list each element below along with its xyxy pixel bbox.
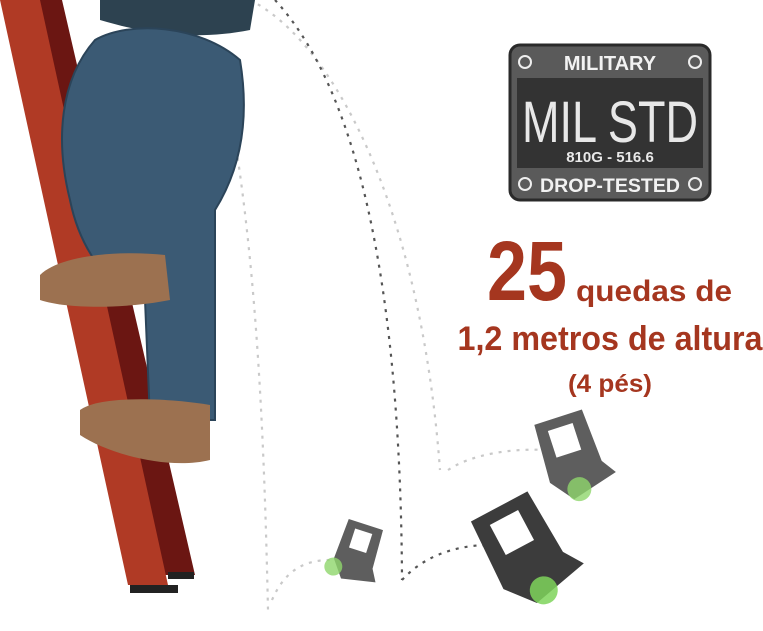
badge-bottom: DROP-TESTED	[540, 176, 680, 197]
page: Drop test html, body { margin: 0; paddin…	[0, 0, 763, 631]
trajectory	[275, 0, 402, 580]
trajectory	[235, 140, 268, 610]
headline-height: 1,2 metros de altura	[458, 320, 763, 358]
device-body	[468, 484, 590, 614]
trajectory	[448, 450, 545, 470]
ladder-foot	[130, 585, 178, 593]
device	[322, 516, 392, 589]
headline-number: 25	[487, 224, 567, 318]
badge-top: MILITARY	[564, 53, 657, 75]
device	[531, 405, 621, 508]
headline-text: quedas de	[576, 275, 732, 308]
badge-code: 810G - 516.6	[566, 149, 654, 166]
device	[468, 484, 592, 619]
trajectory	[402, 545, 490, 580]
ladder-foot	[168, 572, 194, 579]
trajectory	[250, 0, 440, 470]
badge-main: MIL STD	[522, 90, 698, 155]
badge: MILITARY MIL STD 810G - 516.6 DROP-TESTE…	[510, 45, 710, 200]
headline-feet: (4 pés)	[568, 370, 652, 398]
device-body	[329, 518, 392, 589]
body: {"badge": {"top": "MILITARY", "main": "M…	[0, 0, 763, 631]
trajectory	[272, 560, 330, 600]
illustration: MILITARY MIL STD 810G - 516.6 DROP-TESTE…	[0, 0, 763, 631]
